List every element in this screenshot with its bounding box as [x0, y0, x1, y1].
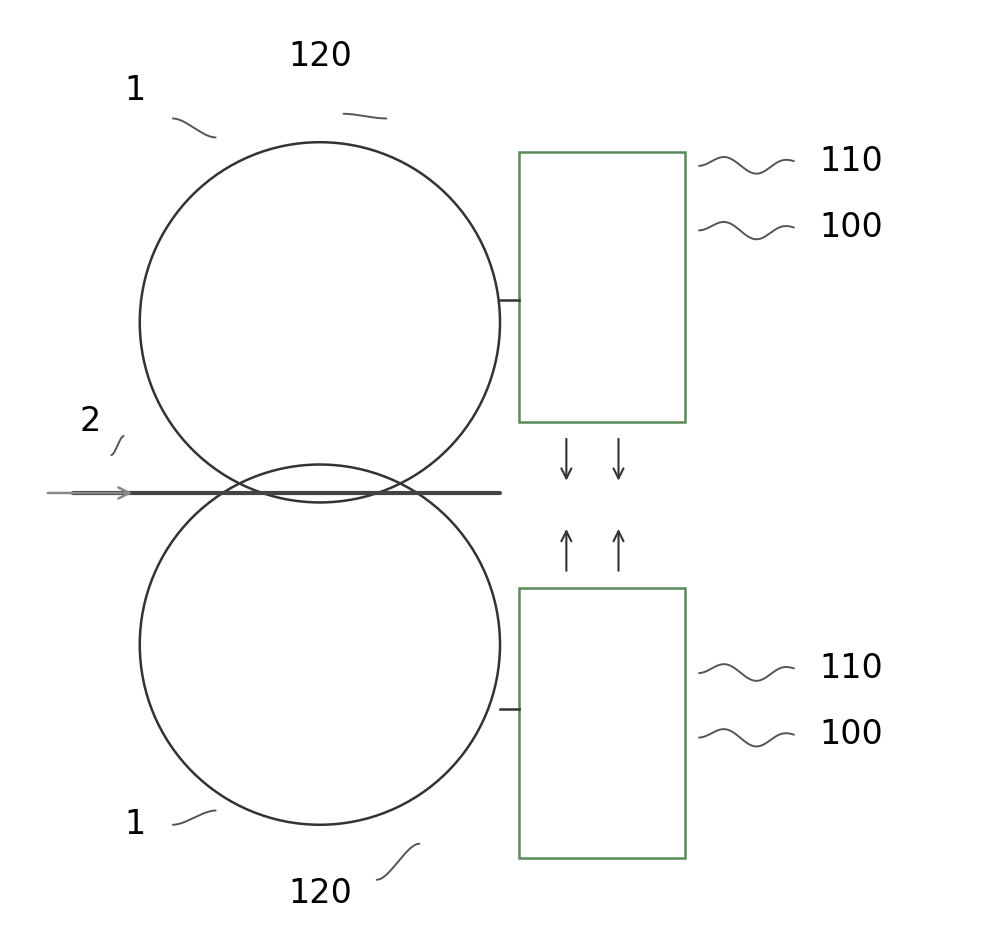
Text: 2: 2 — [80, 406, 101, 438]
Text: 1: 1 — [124, 74, 146, 106]
Text: 100: 100 — [819, 719, 883, 751]
Text: 110: 110 — [819, 652, 883, 684]
Text: 120: 120 — [288, 41, 352, 73]
Text: 1: 1 — [124, 809, 146, 841]
Bar — [519, 588, 685, 858]
Text: 100: 100 — [819, 211, 883, 244]
Text: 120: 120 — [288, 877, 352, 909]
Text: 110: 110 — [819, 145, 883, 177]
Bar — [519, 152, 685, 422]
